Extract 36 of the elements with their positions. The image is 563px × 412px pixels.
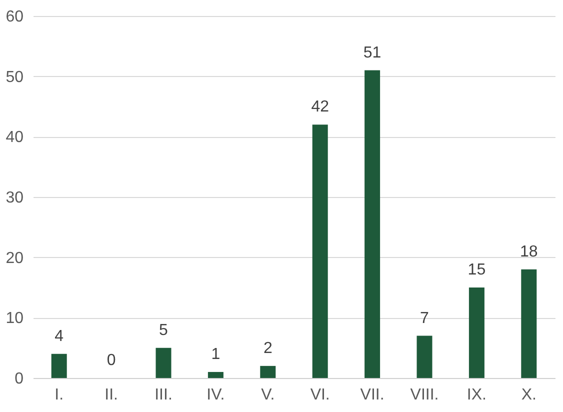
bar <box>468 288 484 378</box>
bar <box>364 70 380 378</box>
x-tick-label: X. <box>521 386 536 404</box>
data-label: 5 <box>159 322 168 339</box>
bar <box>260 366 276 378</box>
bar <box>208 372 224 378</box>
x-tick-label: VII. <box>360 386 384 404</box>
y-tick-label: 40 <box>6 129 24 146</box>
bar <box>521 269 537 378</box>
data-label: 18 <box>520 243 538 260</box>
bar <box>416 336 432 378</box>
x-tick-label: IX. <box>466 386 486 404</box>
y-tick-label: 20 <box>6 250 24 267</box>
x-tick-label: II. <box>104 386 118 404</box>
bar <box>51 354 67 378</box>
y-tick-label: 10 <box>6 310 24 328</box>
y-tick-label: 60 <box>6 8 24 26</box>
x-tick-label: I. <box>54 386 64 404</box>
data-label: 7 <box>420 310 430 327</box>
y-tick-label: 50 <box>6 68 24 86</box>
x-tick-label: VIII. <box>410 386 439 404</box>
bar <box>312 124 328 378</box>
x-tick-label: IV. <box>206 386 225 404</box>
data-label: 1 <box>211 346 220 363</box>
x-tick-label: VI. <box>310 386 330 404</box>
data-label: 15 <box>468 262 486 278</box>
x-tick-label: V. <box>261 386 275 404</box>
y-tick-label: 0 <box>14 370 24 388</box>
data-label: 51 <box>363 44 382 62</box>
bar <box>156 348 172 378</box>
data-label: 2 <box>263 340 272 357</box>
data-label: 0 <box>106 352 116 369</box>
data-label: 4 <box>54 328 64 345</box>
data-label: 42 <box>311 98 330 116</box>
x-tick-label: III. <box>154 386 172 404</box>
y-tick-label: 30 <box>6 190 24 206</box>
